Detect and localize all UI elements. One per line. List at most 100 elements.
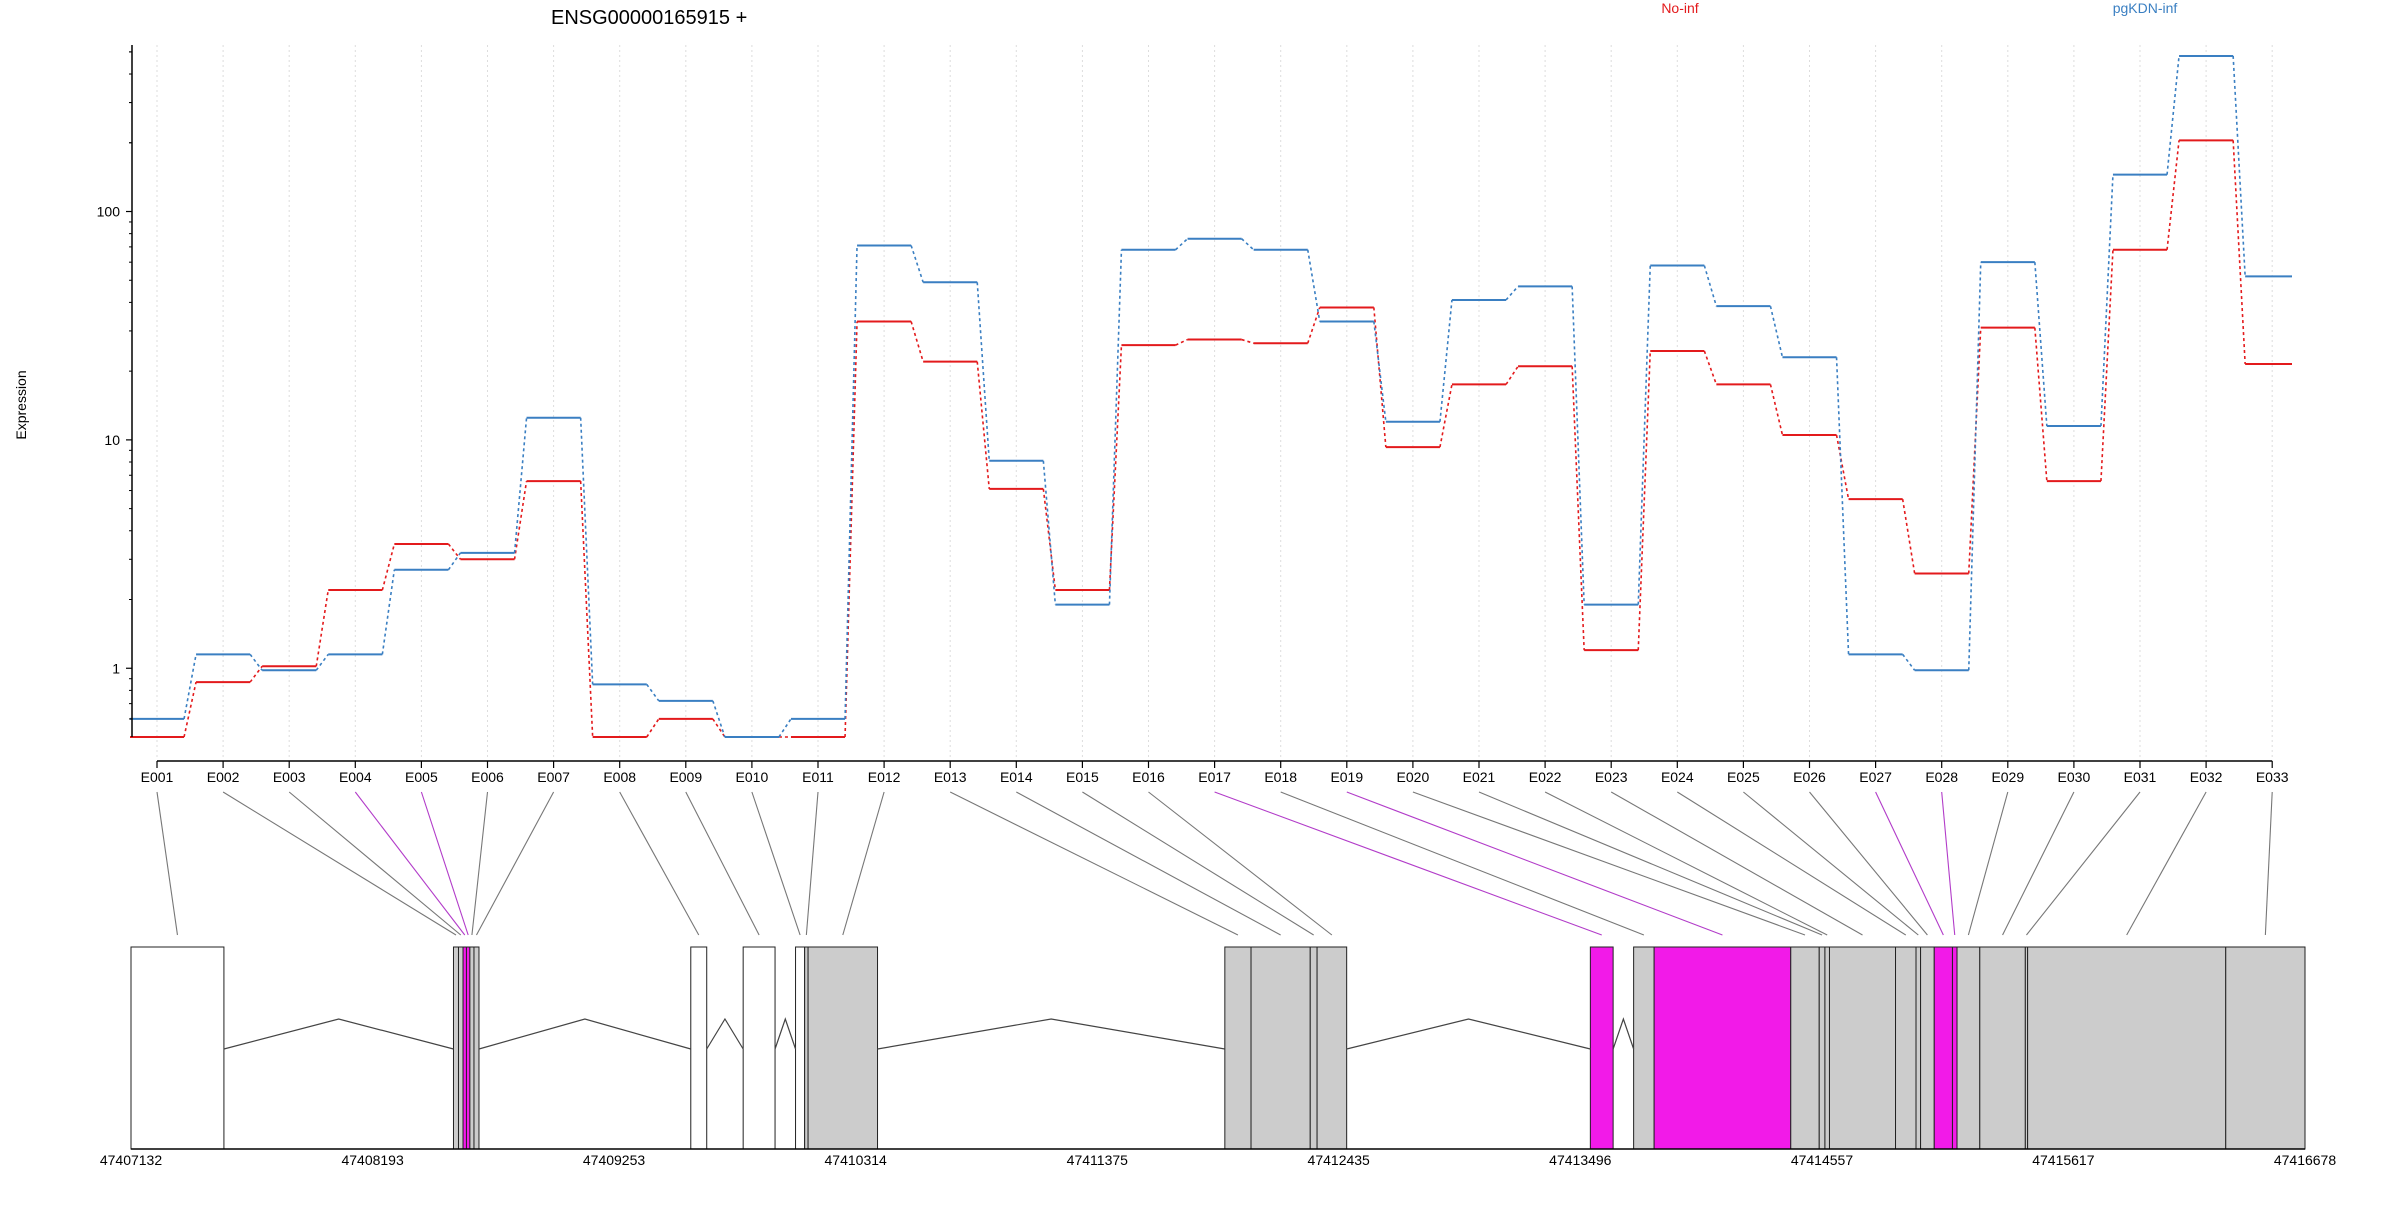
exon-connector [805,791,819,936]
exon-block [1309,946,1318,1150]
series-transition [1967,262,1982,671]
x-tick-label: E027 [1859,769,1892,785]
intron-line [1612,1017,1635,1050]
series-transition [1439,384,1453,448]
exon-block [465,946,471,1150]
x-tick-label: E030 [2058,769,2091,785]
x-tick-label: E033 [2256,769,2289,785]
exon-connector [1082,791,1314,936]
exon-block [1933,946,1953,1150]
series-transition [646,718,660,738]
exon-block [1633,946,1655,1150]
exon-connector [156,791,179,936]
y-axis-label: Expression [13,370,29,439]
x-tick-label: E004 [339,769,372,785]
genomic-tick-label: 47414557 [1791,1152,1854,1168]
series-transition [1571,366,1585,651]
exon-block [130,946,225,1150]
genomic-tick-label: 47413496 [1549,1152,1612,1168]
series-transition [1241,338,1254,344]
series-transition [381,569,396,655]
exon-block [1224,946,1252,1150]
exon-block [1589,946,1614,1150]
series-transition [2232,140,2246,365]
series-transition [1175,338,1188,346]
exon-connector [619,791,700,936]
chart-title: ENSG00000165915 + [551,7,747,29]
x-tick-label: E022 [1529,769,1562,785]
series-transition [1373,307,1387,448]
exon-block [1895,946,1917,1150]
genomic-tick-label: 47415617 [2032,1152,2095,1168]
exon-block [1824,946,1830,1150]
exon-block [795,946,806,1150]
genomic-tick-label: 47409253 [583,1152,646,1168]
x-tick-label: E002 [207,769,240,785]
series-transition [513,480,528,560]
exon-block [452,946,459,1150]
genomic-tick-label: 47412435 [1308,1152,1371,1168]
exon-block [690,946,708,1150]
exon-block [1951,946,1958,1150]
exon-block [1828,946,1897,1150]
y-tick-label: 10 [104,432,120,448]
series-transition [844,245,858,719]
series-transition [910,245,924,283]
series-transition [381,543,396,591]
exon-block [1316,946,1348,1150]
exon-connector [2264,791,2273,936]
exon-block [462,946,467,1150]
exon-connector [1016,791,1281,936]
exon-connector [1610,791,1863,936]
series-transition [579,481,594,738]
series-transition [1042,460,1057,605]
series-transition [1175,238,1189,251]
exon-connector [354,791,466,936]
x-tick-label: E031 [2124,769,2157,785]
x-tick-label: E018 [1264,769,1297,785]
exon-connector [1148,791,1333,936]
series-transition [1901,499,1916,574]
series-transition [2034,327,2048,482]
exon-connector [1412,791,1806,936]
exon-connector [1809,791,1928,936]
x-tick-label: E017 [1198,769,1231,785]
series-transition [1373,321,1387,422]
exon-connector [2026,791,2141,936]
x-tick-label: E020 [1397,769,1430,785]
x-tick-label: E001 [141,769,174,785]
x-tick-label: E010 [736,769,769,785]
x-tick-label: E029 [1991,769,2024,785]
x-tick-label: E009 [669,769,702,785]
series-transition [1306,249,1321,322]
exon-connector [288,791,462,936]
series-1 [130,54,2292,738]
genomic-tick-label: 47411375 [1067,1152,1128,1168]
series-transition [579,417,594,685]
exon-connector [1743,791,1919,936]
series-transition [1108,345,1123,591]
series-transition [1108,249,1123,605]
exon-connector [1967,791,2009,936]
exon-connector [1941,791,1956,936]
genomic-tick-label: 47407132 [100,1152,163,1168]
legend-entry-1: pgKDN-inf [2113,0,2178,16]
exon-connector [685,791,760,936]
exon-block [1920,946,1935,1150]
intron-line [774,1017,797,1050]
exon-connector [420,791,469,936]
series-transition [1703,265,1718,307]
intron-line [706,1017,744,1050]
exon-block [807,946,879,1150]
x-tick-label: E006 [471,769,504,785]
x-tick-label: E024 [1661,769,1694,785]
x-tick-label: E008 [603,769,636,785]
legend-entry-0: No-inf [1661,0,1698,16]
series-transition [1769,384,1784,436]
series-transition [2232,55,2246,277]
x-tick-label: E007 [537,769,570,785]
exon-block [1250,946,1311,1150]
x-tick-label: E025 [1727,769,1760,785]
series-transition [2166,140,2180,250]
